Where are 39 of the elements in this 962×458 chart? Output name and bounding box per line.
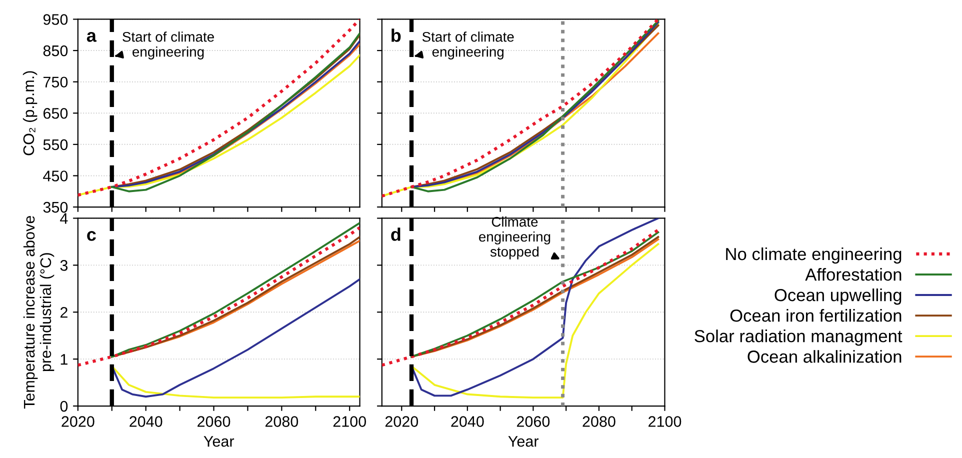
y-tick-label: 350	[43, 202, 68, 213]
legend-label: Ocean alkalinization	[748, 350, 902, 363]
y-tick-label: 450	[43, 170, 68, 182]
chart-title: b	[392, 28, 401, 42]
x-tick-label: 2040	[451, 416, 484, 427]
x-axis-title: Year	[508, 436, 539, 447]
x-tick-label: 2060	[516, 416, 550, 427]
y-tick-label: 2	[60, 306, 68, 318]
chart-title: a	[86, 32, 97, 42]
chart-title: d	[391, 228, 400, 241]
y-axis-title: Temperature increase above pre-industrial (°C)	[23, 216, 54, 409]
x-tick-label: 2080	[265, 416, 298, 427]
y-tick-label: 0	[60, 400, 68, 412]
legend-label: Ocean upwelling	[774, 288, 902, 305]
y-tick-label: 950	[43, 14, 68, 25]
y-tick-label: 850	[43, 45, 68, 56]
x-tick-label: 2100	[333, 416, 366, 427]
x-axis-title: Year	[204, 436, 234, 447]
y-tick-label: 750	[43, 76, 68, 88]
x-tick-label: 2020	[385, 416, 418, 427]
x-tick-label: 2080	[582, 416, 616, 427]
x-tick-label: 2060	[198, 416, 230, 427]
y-axis-title: CO₂ (p.p.m.)	[22, 71, 38, 156]
y-tick-label: 4	[60, 213, 68, 224]
annotation: Start of climate engineering	[422, 32, 514, 60]
y-tick-label: 1	[60, 354, 68, 365]
legend-label: Afforestation	[805, 268, 902, 281]
x-tick-label: 2040	[130, 416, 162, 427]
annotation: Climate engineering stopped	[479, 216, 550, 260]
y-tick-label: 650	[43, 108, 68, 119]
legend-label: Solar radiation managment	[694, 330, 902, 346]
y-tick-label: 3	[60, 260, 68, 271]
annotation: Start of climate engineering	[122, 32, 214, 60]
x-tick-label: 2100	[648, 416, 682, 427]
legend-label: No climate engineering	[726, 247, 902, 264]
chart-title: c	[87, 230, 96, 241]
y-tick-label: 550	[43, 139, 68, 150]
legend-label: Ocean iron fertilization	[730, 309, 902, 322]
x-tick-label: 2020	[62, 416, 94, 427]
